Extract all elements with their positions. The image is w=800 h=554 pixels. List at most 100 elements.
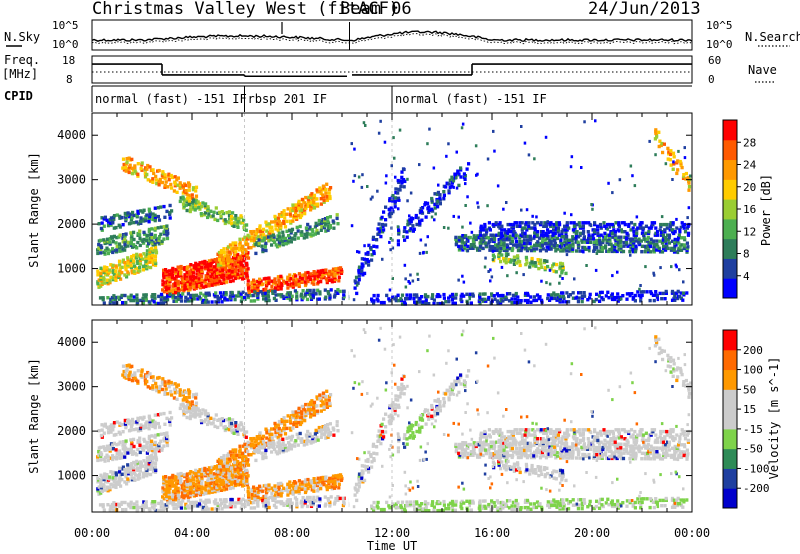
velocity-cell (130, 364, 134, 369)
velocity-cell (183, 483, 187, 488)
velocity-cell (201, 487, 205, 491)
power-cell (173, 282, 177, 286)
velocity-cell (145, 374, 149, 378)
velocity-cell (226, 452, 230, 456)
power-cell (642, 290, 646, 294)
power-cell (179, 295, 183, 300)
power-cell (405, 235, 409, 239)
power-cell (423, 201, 428, 205)
power-cell (564, 271, 568, 276)
power-cell (682, 174, 686, 179)
velocity-cell (127, 472, 131, 476)
power-cell (298, 210, 302, 214)
power-cell (189, 286, 193, 290)
velocity-cell (186, 479, 190, 483)
power-cell (210, 272, 214, 277)
power-cell (388, 299, 392, 303)
velocity-cell (237, 461, 241, 466)
power-cell (424, 300, 428, 304)
velocity-cell (245, 481, 249, 485)
power-cell (319, 269, 323, 273)
power-cell (313, 232, 317, 236)
power-cell (674, 243, 678, 247)
velocity-cell (286, 482, 290, 486)
velocity-cell (277, 489, 281, 493)
power-cell (552, 222, 556, 227)
velocity-cell (321, 400, 325, 404)
velocity-cell (141, 471, 146, 475)
power-cell (610, 249, 614, 254)
power-cell (662, 222, 666, 227)
power-cell (167, 281, 171, 285)
velocity-cell (328, 401, 332, 406)
velocity-cell (167, 481, 171, 485)
velocity-cell (191, 500, 195, 505)
power-cell (582, 235, 586, 239)
velocity-cell (200, 507, 205, 511)
power-cell (148, 260, 152, 264)
power-cell (625, 292, 629, 296)
velocity-cell (322, 393, 326, 397)
velocity-cell (222, 486, 226, 490)
power-cell (159, 298, 163, 302)
power-cell (295, 217, 299, 221)
velocity-cell (187, 395, 191, 399)
power-cell (198, 202, 202, 206)
velocity-cell (309, 411, 313, 415)
power-cell (197, 271, 201, 276)
power-cell (461, 122, 465, 126)
power-cell (167, 174, 171, 178)
power-cell (530, 260, 534, 264)
velocity-cell (229, 466, 234, 470)
velocity-cell (225, 461, 230, 465)
power-cell (549, 224, 553, 228)
power-cell (452, 177, 456, 181)
power-cell (194, 194, 199, 198)
velocity-cell (117, 430, 121, 434)
velocity-cell (161, 489, 165, 494)
power-cell (591, 228, 595, 232)
power-cell (381, 257, 384, 261)
power-cell (506, 222, 510, 227)
power-cell (253, 283, 257, 288)
power-cell (121, 301, 125, 305)
power-cell (511, 247, 515, 251)
velocity-cell (325, 403, 329, 408)
power-cell (271, 238, 275, 243)
velocity-cell (124, 446, 128, 450)
velocity-cell (192, 504, 196, 508)
power-cell (99, 247, 103, 251)
power-cell (191, 274, 196, 279)
power-cell (567, 240, 571, 244)
power-cell (147, 227, 151, 232)
power-cell (495, 299, 499, 303)
power-ylabel: Slant Range [km] (27, 152, 41, 268)
velocity-cell (224, 474, 228, 479)
power-cell (402, 185, 406, 189)
velocity-cell (278, 445, 282, 450)
power-cell (170, 175, 174, 180)
velocity-cell (136, 418, 140, 422)
velocity-cell (307, 402, 311, 407)
power-cell (123, 215, 127, 219)
power-cell (191, 200, 195, 204)
power-cell (246, 233, 250, 238)
velocity-cell (149, 386, 153, 390)
power-cell (260, 239, 264, 243)
velocity-cell (228, 459, 232, 463)
velocity-cell (191, 481, 196, 486)
power-cell (553, 231, 557, 236)
power-cell (685, 291, 689, 295)
power-cell (372, 299, 376, 303)
velocity-cell (148, 447, 152, 451)
power-cell (123, 273, 127, 277)
power-cell (244, 292, 248, 296)
power-cell (305, 290, 309, 294)
power-cell (300, 280, 304, 284)
power-cell (539, 262, 543, 266)
velocity-cell (292, 422, 296, 427)
velocity-cell (135, 453, 139, 457)
power-cell (658, 239, 662, 243)
